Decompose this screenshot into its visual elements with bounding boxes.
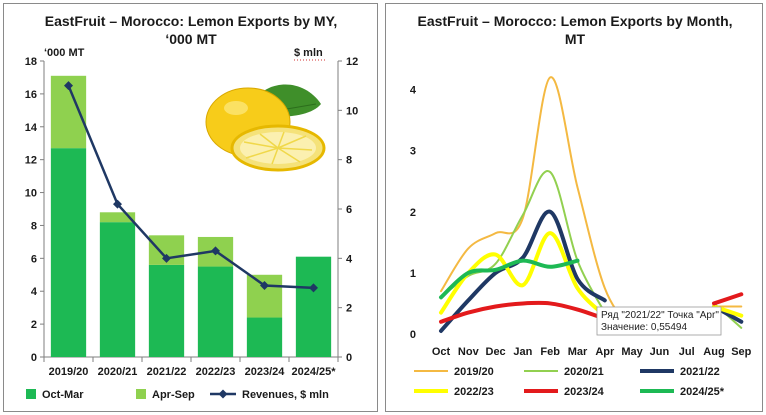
bar-oct-mar <box>50 148 87 357</box>
tooltip-value-line: Значение: 0,55494 <box>601 322 687 333</box>
right-axis-unit-label: $ mln <box>294 47 323 59</box>
left-plot-area: 0 2 4 6 8 10 12 14 16 18 0 2 4 6 8 10 12 2019/20 2020/21 20… <box>25 56 359 378</box>
right-chart-title: EastFruit – Morocco: Lemon Exports by Mo… <box>417 13 732 29</box>
left-chart-legend: Oct-Mar Apr-Sep Revenues, $ mln <box>26 389 329 401</box>
legend-apr-sep-swatch <box>136 389 146 399</box>
left-y-tick-label: 0 <box>31 352 37 364</box>
left-y-tick-label: 14 <box>25 122 38 134</box>
bar-oct-mar <box>295 256 332 357</box>
x-category-label: 2024/25* <box>291 366 336 378</box>
month-label: Jan <box>513 346 532 358</box>
month-label: Jun <box>650 346 670 358</box>
series-line-2019-20 <box>440 76 634 332</box>
right-plot-area: 0 1 2 3 4 Oct Nov Dec Jan Feb Mar Apr May Jun Jul Aug Se… <box>410 76 752 358</box>
x-category-label: 2022/23 <box>196 366 236 378</box>
bar-oct-mar <box>246 317 283 357</box>
left-y-tick-label: 18 <box>25 56 37 68</box>
lemon-illustration <box>205 84 326 172</box>
right-chart-svg: EastFruit – Morocco: Lemon Exports by Mo… <box>410 13 752 398</box>
legend-label-2021-22: 2021/22 <box>680 366 720 378</box>
left-chart-svg: EastFruit – Morocco: Lemon Exports by MY… <box>25 13 359 401</box>
legend-label-2019-20: 2019/20 <box>454 366 494 378</box>
month-label: Apr <box>595 346 615 358</box>
left-y-tick-label: 6 <box>31 253 37 265</box>
left-y-tick-label: 10 <box>25 188 37 200</box>
left-y-tick-label: 4 <box>31 286 38 298</box>
right-chart-legend: 2019/20 2020/21 2021/22 2022/23 2023/24 2024/… <box>414 366 725 398</box>
bar-oct-mar <box>99 222 136 357</box>
month-label: Aug <box>703 346 724 358</box>
right-y-tick-label: 8 <box>346 155 352 167</box>
revenue-point-marker <box>309 283 318 293</box>
tooltip-box <box>596 306 722 336</box>
legend-oct-mar-label: Oct-Mar <box>42 389 84 401</box>
right-y-tick-label: 4 <box>346 253 353 265</box>
revenue-point-marker <box>113 199 122 209</box>
left-y-tick-label: 12 <box>25 155 37 167</box>
legend-label-2023-24: 2023/24 <box>564 386 605 398</box>
right-chart-panel: EastFruit – Morocco: Lemon Exports by Mo… <box>385 3 763 412</box>
x-category-label: 2021/22 <box>147 366 187 378</box>
left-axis-unit-label: ‘000 MT <box>44 47 85 59</box>
y-tick-label: 0 <box>410 329 416 341</box>
month-label: Mar <box>568 346 588 358</box>
month-label: May <box>621 346 643 358</box>
y-tick-label: 4 <box>410 85 417 97</box>
series-line-2024-25 <box>439 258 580 300</box>
series-line-2023-24 <box>712 292 744 306</box>
right-y-tick-label: 2 <box>346 303 352 315</box>
month-label: Sep <box>731 346 751 358</box>
data-tooltip: Ряд "2021/22" Точка "Apr" Значение: 0,55… <box>596 306 722 336</box>
x-category-label: 2019/20 <box>49 366 89 378</box>
revenue-point-marker <box>211 246 220 256</box>
y-tick-label: 3 <box>410 146 416 158</box>
right-chart-title-line2: MT <box>565 31 586 47</box>
revenue-point-marker <box>162 253 171 263</box>
left-chart-title: EastFruit – Morocco: Lemon Exports by MY… <box>45 13 338 29</box>
legend-label-2022-23: 2022/23 <box>454 386 494 398</box>
legend-label-2024-25: 2024/25* <box>680 386 725 398</box>
month-label: Dec <box>486 346 506 358</box>
left-y-tick-label: 16 <box>25 89 37 101</box>
x-category-label: 2020/21 <box>98 366 138 378</box>
revenue-line <box>67 85 314 290</box>
bar-oct-mar <box>148 264 185 357</box>
y-tick-label: 1 <box>410 268 416 280</box>
series-line-2021-22 <box>439 209 607 333</box>
right-y-tick-label: 6 <box>346 204 352 216</box>
right-y-tick-label: 12 <box>346 56 358 68</box>
legend-revenues-mln-label: Revenues, $ mln <box>242 389 329 401</box>
legend-label-2020-21: 2020/21 <box>564 366 604 378</box>
bar-apr-sep <box>99 212 136 223</box>
legend-revenues-mln-swatch-marker <box>218 389 228 399</box>
month-label: Feb <box>540 346 560 358</box>
month-label: Nov <box>458 346 480 358</box>
left-chart-title-line2: ‘000 MT <box>165 31 217 47</box>
revenue-point-marker <box>64 81 73 91</box>
x-category-label: 2023/24 <box>245 366 286 378</box>
legend-apr-sep-label: Apr-Sep <box>152 389 195 401</box>
revenue-point-marker <box>260 280 269 290</box>
month-label: Jul <box>679 346 695 358</box>
left-y-tick-label: 8 <box>31 220 37 232</box>
legend-oct-mar-swatch <box>26 389 36 399</box>
month-label: Oct <box>432 346 451 358</box>
left-chart-panel: EastFruit – Morocco: Lemon Exports by MY… <box>3 3 378 412</box>
bar-oct-mar <box>197 266 234 357</box>
series-line-2023-24 <box>439 300 607 324</box>
tooltip-series-line: Ряд "2021/22" Точка "Apr" <box>601 310 719 321</box>
left-y-tick-label: 2 <box>31 319 37 331</box>
right-y-tick-label: 10 <box>346 105 358 117</box>
right-y-tick-label: 0 <box>346 352 352 364</box>
y-tick-label: 2 <box>410 207 416 219</box>
